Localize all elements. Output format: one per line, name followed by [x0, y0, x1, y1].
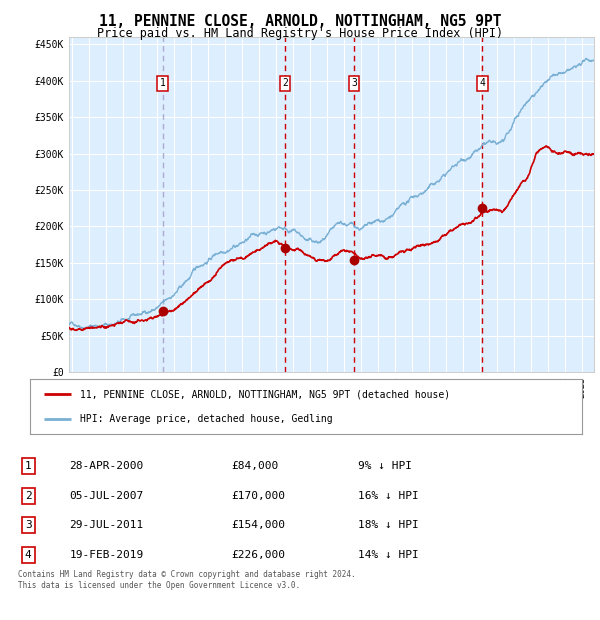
Text: £154,000: £154,000: [231, 520, 285, 530]
Text: 11, PENNINE CLOSE, ARNOLD, NOTTINGHAM, NG5 9PT: 11, PENNINE CLOSE, ARNOLD, NOTTINGHAM, N…: [99, 14, 501, 29]
Text: £170,000: £170,000: [231, 491, 285, 501]
Text: 19-FEB-2019: 19-FEB-2019: [70, 550, 144, 560]
Text: 4: 4: [479, 78, 485, 89]
Text: 9% ↓ HPI: 9% ↓ HPI: [358, 461, 412, 471]
Text: 1: 1: [160, 78, 166, 89]
Text: Contains HM Land Registry data © Crown copyright and database right 2024.
This d: Contains HM Land Registry data © Crown c…: [18, 570, 356, 590]
Text: 16% ↓ HPI: 16% ↓ HPI: [358, 491, 418, 501]
Text: £226,000: £226,000: [231, 550, 285, 560]
Text: £84,000: £84,000: [231, 461, 278, 471]
Text: HPI: Average price, detached house, Gedling: HPI: Average price, detached house, Gedl…: [80, 414, 332, 424]
Text: 1: 1: [25, 461, 32, 471]
Text: 28-APR-2000: 28-APR-2000: [70, 461, 144, 471]
Text: 2: 2: [25, 491, 32, 501]
Text: 3: 3: [351, 78, 357, 89]
Text: Price paid vs. HM Land Registry's House Price Index (HPI): Price paid vs. HM Land Registry's House …: [97, 27, 503, 40]
Text: 3: 3: [25, 520, 32, 530]
Text: 18% ↓ HPI: 18% ↓ HPI: [358, 520, 418, 530]
Text: 11, PENNINE CLOSE, ARNOLD, NOTTINGHAM, NG5 9PT (detached house): 11, PENNINE CLOSE, ARNOLD, NOTTINGHAM, N…: [80, 389, 450, 399]
Text: 2: 2: [282, 78, 288, 89]
Text: 05-JUL-2007: 05-JUL-2007: [70, 491, 144, 501]
Text: 14% ↓ HPI: 14% ↓ HPI: [358, 550, 418, 560]
Text: 4: 4: [25, 550, 32, 560]
Text: 29-JUL-2011: 29-JUL-2011: [70, 520, 144, 530]
